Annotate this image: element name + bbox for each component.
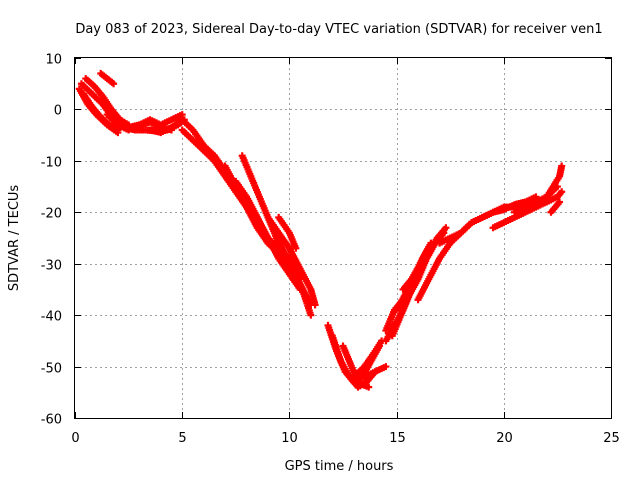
data-point [110, 80, 118, 88]
data-point [311, 301, 319, 309]
data-point [382, 363, 390, 371]
x-tick-label: 10 [281, 431, 298, 446]
x-tick-label: 5 [178, 431, 186, 446]
series-prn-ae [543, 162, 566, 201]
y-axis-label: SDTVAR / TECUs [7, 185, 22, 292]
data-point [427, 239, 435, 247]
y-tick-label: 0 [54, 104, 62, 119]
data-point [365, 383, 373, 391]
data-point [558, 162, 566, 170]
series-prn-af [547, 198, 564, 216]
y-tick-label: 10 [45, 53, 62, 68]
series-prn-o [264, 213, 319, 309]
x-tick-label: 20 [496, 431, 513, 446]
data-points [75, 69, 566, 391]
x-tick-label: 25 [603, 431, 620, 446]
series-prn-z [399, 244, 433, 293]
data-point [442, 224, 450, 232]
series-prn-u [360, 363, 390, 381]
data-point [292, 244, 300, 252]
axis-ticks: 0 5 10 15 20 25 10 0 -10 -20 -30 -40 -50 -60 [41, 53, 620, 447]
data-point [532, 193, 540, 201]
series-prn-n [243, 193, 304, 293]
data-point [307, 311, 315, 319]
data-point [556, 198, 564, 206]
series-prn-ab [435, 193, 540, 247]
series-prn-e [80, 90, 122, 134]
data-point [558, 188, 566, 196]
y-tick-label: -50 [41, 362, 62, 377]
chart-title: Day 083 of 2023, Sidereal Day-to-day VTE… [75, 22, 602, 37]
y-tick-label: -40 [41, 310, 62, 325]
y-tick-label: -10 [41, 156, 62, 171]
x-tick-label: 0 [71, 431, 79, 446]
series-prn-g [114, 111, 186, 134]
series-prn-t [350, 337, 386, 381]
data-point [433, 234, 441, 242]
plot-frame [74, 57, 612, 419]
y-tick-label: -60 [41, 413, 62, 428]
x-tick-label: 15 [389, 431, 406, 446]
y-tick-label: -20 [41, 207, 62, 222]
x-axis-label: GPS time / hours [285, 459, 394, 474]
y-tick-label: -30 [41, 259, 62, 274]
series-prn-c [82, 75, 133, 129]
data-point [425, 244, 433, 252]
series-prn-p [275, 213, 300, 252]
data-point [440, 229, 448, 237]
series-prn-ad [511, 188, 566, 216]
series-prn-d [97, 69, 118, 88]
data-point [296, 285, 304, 293]
